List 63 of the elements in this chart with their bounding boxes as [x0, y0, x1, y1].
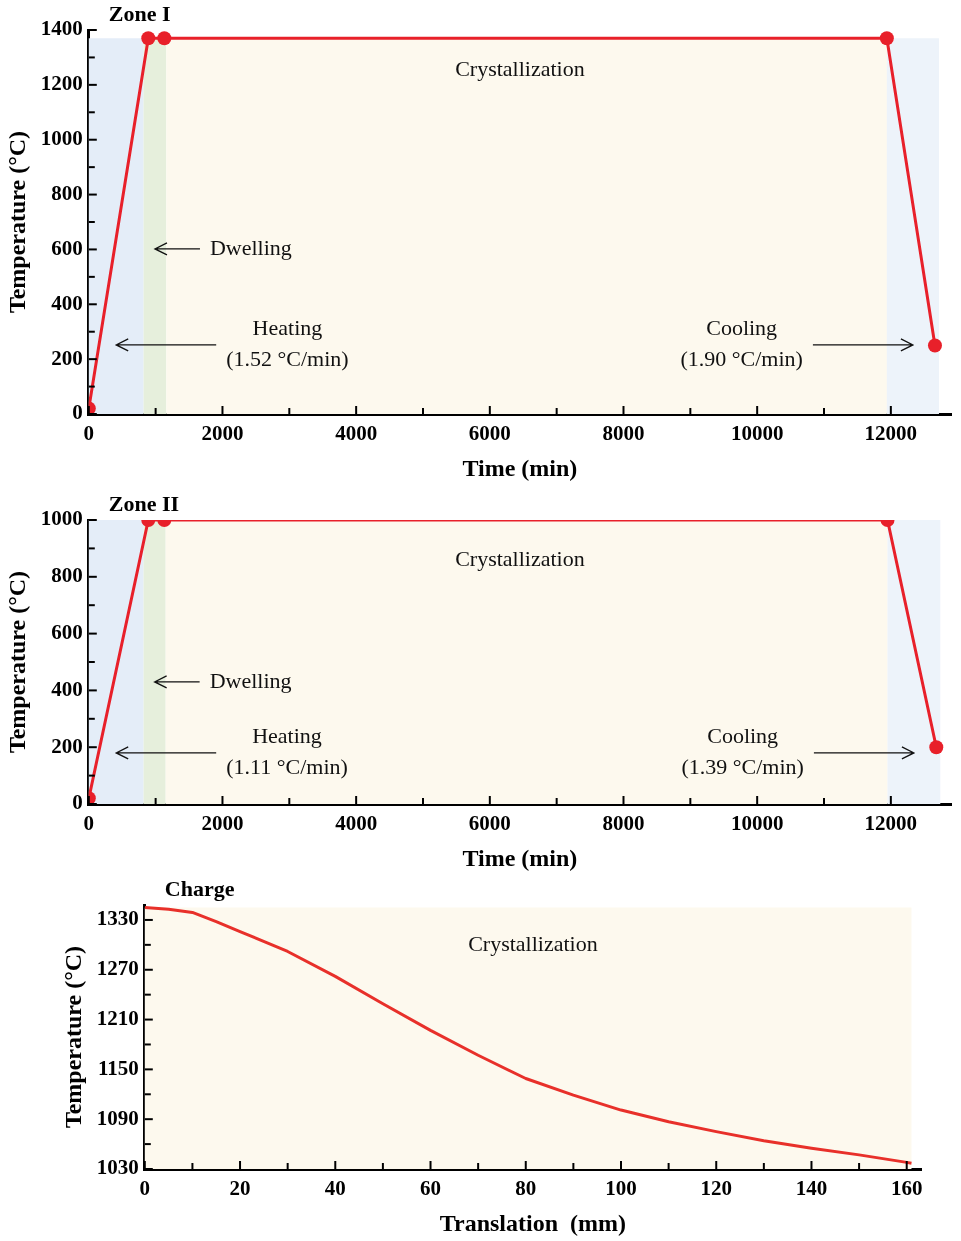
band-label: Heating (1.52 °C/min) [226, 315, 349, 372]
x-tick-label: 2000 [201, 811, 244, 836]
band-label: Crystallization [455, 545, 585, 571]
x-tick-label: 6000 [468, 421, 511, 446]
y-tick-label: 600 [51, 235, 83, 260]
y-tick-label: 0 [72, 400, 83, 425]
y-tick-label: 0 [72, 790, 83, 815]
y-axis-title: Temperature (°C) [3, 570, 30, 754]
y-tick-label: 800 [51, 180, 83, 205]
x-tick-label: 80 [515, 1176, 537, 1201]
x-tick-label: 10000 [730, 811, 784, 836]
point [879, 31, 894, 46]
y-tick-label: 400 [51, 290, 83, 315]
y-tick-label: 1210 [96, 1005, 139, 1030]
chart-title: Charge [164, 875, 235, 901]
y-tick-label: 400 [51, 676, 83, 701]
x-tick-label: 10000 [730, 421, 784, 446]
x-tick-label: 160 [890, 1176, 923, 1201]
x-tick-label: 120 [700, 1176, 732, 1201]
band-label: Cooling (1.90 °C/min) [680, 315, 803, 372]
chart-title: Zone II [108, 490, 180, 516]
x-tick-label: 40 [324, 1176, 346, 1201]
x-tick-label: 8000 [602, 421, 645, 446]
y-tick-label: 1400 [40, 16, 83, 41]
band-label: Dwelling [209, 234, 292, 260]
y-tick-label: 200 [51, 733, 83, 758]
x-tick-label: 4000 [335, 811, 378, 836]
x-tick-label: 20 [229, 1176, 251, 1201]
band-label: Crystallization [468, 930, 598, 956]
y-tick-label: 1270 [96, 956, 139, 981]
point [157, 31, 172, 46]
chart-title: Zone I [108, 0, 171, 26]
y-tick-label: 1090 [96, 1105, 139, 1130]
band-label: Cooling (1.39 °C/min) [681, 723, 804, 780]
y-tick-label: 600 [51, 620, 83, 645]
x-tick-label: 12000 [864, 421, 918, 446]
x-tick-label: 100 [605, 1176, 637, 1201]
x-tick-label: 140 [795, 1176, 828, 1201]
y-tick-label: 1150 [97, 1055, 139, 1080]
x-tick-label: 6000 [468, 811, 511, 836]
y-axis-title: Temperature (°C) [59, 945, 86, 1129]
y-tick-label: 1000 [40, 126, 83, 151]
band-label: Heating (1.11 °C/min) [226, 723, 348, 780]
y-tick-label: 1030 [96, 1155, 139, 1180]
x-tick-label: 8000 [602, 811, 645, 836]
x-axis-title: Time (min) [462, 844, 578, 871]
band-label: Dwelling [209, 667, 292, 693]
y-tick-label: 800 [51, 563, 83, 588]
point [141, 31, 156, 46]
y-axis-title: Temperature (°C) [3, 130, 30, 314]
band-label: Crystallization [455, 55, 585, 81]
point [927, 338, 942, 353]
point [929, 740, 944, 755]
x-axis-title: Time (min) [462, 454, 578, 481]
x-tick-label: 2000 [201, 421, 244, 446]
y-tick-label: 1330 [96, 906, 139, 931]
x-tick-label: 60 [420, 1176, 442, 1201]
x-tick-label: 4000 [335, 421, 378, 446]
y-tick-label: 200 [51, 345, 83, 370]
y-tick-label: 1200 [40, 71, 83, 96]
x-axis-title: Translation (mm) [439, 1209, 627, 1236]
y-tick-label: 1000 [40, 506, 83, 531]
x-tick-label: 12000 [864, 811, 918, 836]
